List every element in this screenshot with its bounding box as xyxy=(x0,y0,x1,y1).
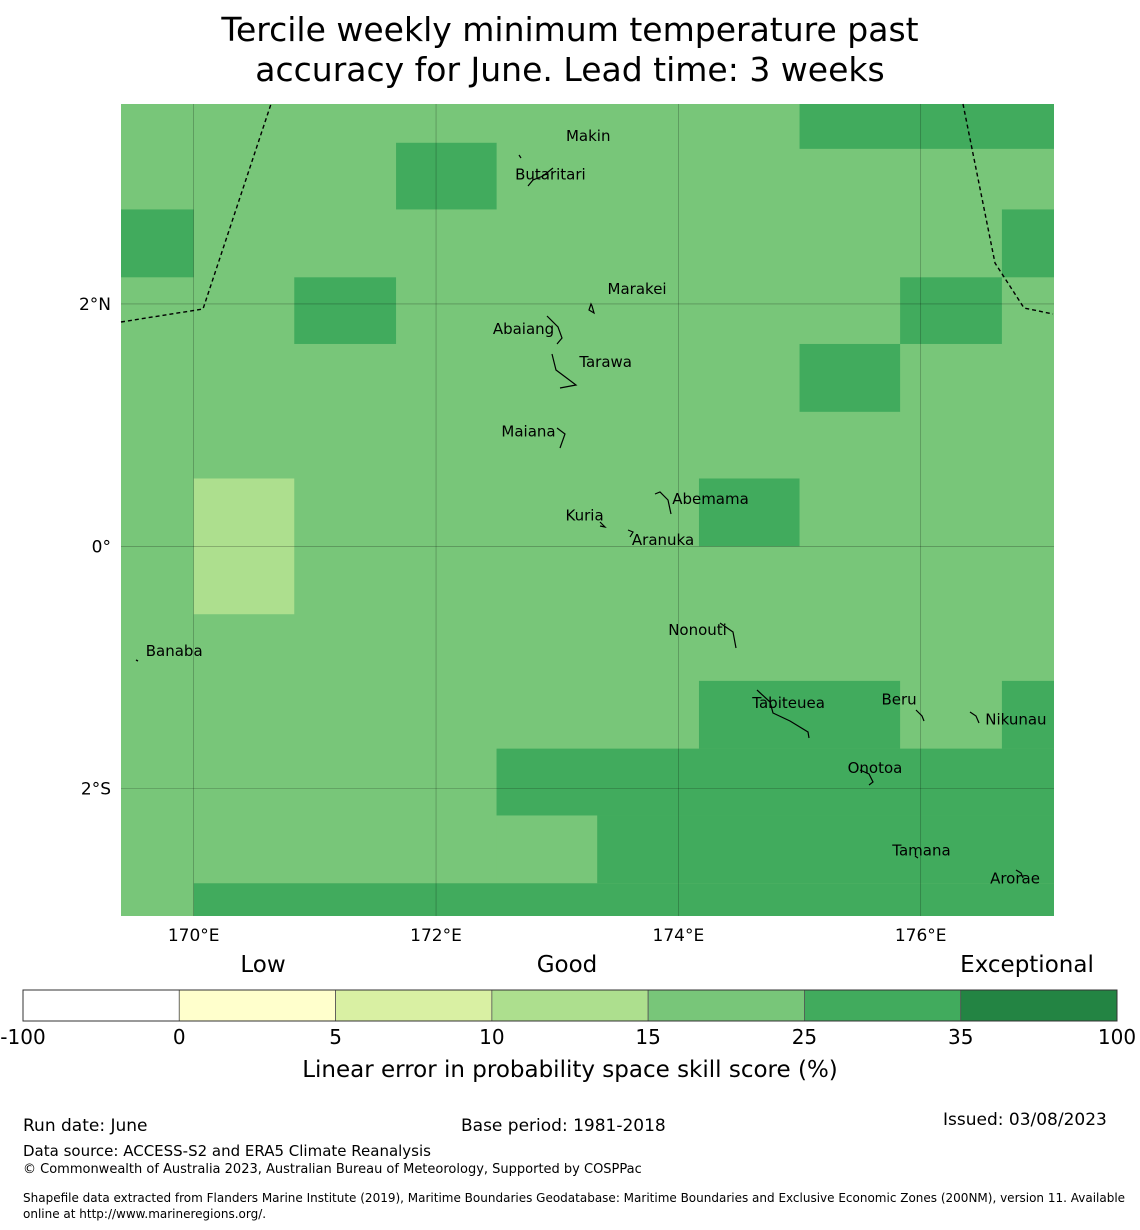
island-outline-tarawa xyxy=(551,353,578,389)
island-outline-banaba xyxy=(135,659,139,662)
map-title: Tercile weekly minimum temperature past … xyxy=(0,10,1140,90)
data-source: Data source: ACCESS-S2 and ERA5 Climate … xyxy=(23,1142,431,1160)
skill-cell xyxy=(496,748,1054,816)
island-outlines xyxy=(135,154,1024,879)
skill-grid-cells xyxy=(121,104,1054,916)
skill-cell xyxy=(193,478,295,615)
island-label-abemama: Abemama xyxy=(672,490,749,508)
issued-date: Issued: 03/08/2023 xyxy=(943,1110,1107,1130)
skill-cell xyxy=(597,815,1054,884)
island-outline-marakei xyxy=(588,302,595,315)
island-label-tarawa: Tarawa xyxy=(578,353,632,371)
colorbar-segment xyxy=(22,989,180,1022)
lon-tick-label: 172°E xyxy=(410,926,462,946)
colorbar-tick-label: 35 xyxy=(948,1025,973,1049)
colorbar-segment xyxy=(178,989,336,1022)
graticule xyxy=(121,104,1054,916)
run-date: Run date: June xyxy=(23,1116,148,1136)
island-outline-tabiteuea xyxy=(756,689,810,739)
island-labels: Makin Butaritari Marakei Abaiang Tarawa Maian… xyxy=(146,127,1047,888)
eez-boundary-west xyxy=(120,103,272,323)
colorbar-tick-label: -100 xyxy=(0,1025,45,1049)
island-label-marakei: Marakei xyxy=(608,280,667,298)
colorbar-category-label: Low xyxy=(240,952,285,978)
island-label-tamana: Tamana xyxy=(891,841,950,859)
island-label-onotoa: Onotoa xyxy=(848,759,903,777)
skill-cell xyxy=(294,277,397,344)
island-outline-makin xyxy=(518,154,522,159)
skill-cell xyxy=(121,209,194,278)
colorbar-tick-label: 25 xyxy=(792,1025,817,1049)
island-outline-abaiang xyxy=(546,315,563,345)
colorbar-segment xyxy=(335,989,493,1022)
colorbar-segment xyxy=(960,989,1118,1022)
colorbar-category-label: Exceptional xyxy=(960,952,1094,978)
skill-cell xyxy=(1001,680,1054,749)
copyright-notice: © Commonwealth of Australia 2023, Austra… xyxy=(23,1162,642,1177)
island-label-butaritari: Butaritari xyxy=(515,166,586,184)
island-outline-abemama xyxy=(654,491,672,515)
island-label-abaiang: Abaiang xyxy=(493,320,554,338)
map-and-legend-canvas: Makin Butaritari Marakei Abaiang Tarawa Maian… xyxy=(0,103,1136,1083)
colorbar-tick-label: 15 xyxy=(635,1025,660,1049)
eez-boundaries xyxy=(120,103,1054,323)
island-outline-arorae xyxy=(1015,869,1024,879)
colorbar-tick-label: 0 xyxy=(173,1025,186,1049)
skill-cell xyxy=(496,815,598,884)
colorbar-segment xyxy=(647,989,805,1022)
colorbar-category-label: Good xyxy=(537,952,598,978)
skill-cell xyxy=(698,478,800,547)
skill-cell xyxy=(799,343,901,412)
skill-cell xyxy=(1001,209,1054,278)
island-label-nikunau: Nikunau xyxy=(985,711,1046,729)
axis-tick-labels: 170°E 172°E 174°E 176°E 2°N 0° 2°S xyxy=(79,295,947,946)
skill-cell xyxy=(900,277,1002,344)
island-label-tabiteuea: Tabiteuea xyxy=(751,694,825,712)
skill-cell xyxy=(799,104,1054,149)
island-outline-onotoa xyxy=(859,769,874,786)
colorbar-outline xyxy=(22,989,1118,1022)
island-label-aranuka: Aranuka xyxy=(632,531,694,549)
island-outline-nonouti xyxy=(719,622,737,649)
island-outline-tamana xyxy=(914,855,919,859)
colorbar-segment xyxy=(491,989,649,1022)
island-outline-maiana xyxy=(556,427,566,449)
island-outline-butaritari xyxy=(527,167,554,187)
island-label-kuria: Kuria xyxy=(566,506,604,524)
lat-tick-label: 0° xyxy=(92,537,111,557)
lon-tick-label: 170°E xyxy=(168,926,220,946)
lat-tick-label: 2°N xyxy=(79,295,111,315)
colorbar-segment xyxy=(804,989,962,1022)
colorbar-tick-label: 5 xyxy=(329,1025,342,1049)
colorbar-axis-label: Linear error in probability space skill … xyxy=(302,1057,838,1083)
lon-tick-label: 176°E xyxy=(895,926,947,946)
skill-cell xyxy=(193,883,1054,916)
island-outline-beru xyxy=(915,709,925,722)
island-label-maiana: Maiana xyxy=(501,423,555,441)
lat-tick-label: 2°S xyxy=(81,780,111,800)
title-line-1: Tercile weekly minimum temperature past xyxy=(221,10,919,49)
island-label-nonouti: Nonouti xyxy=(668,621,727,639)
island-outline-kuria xyxy=(599,521,607,528)
shapefile-credit-line-2: online at http://www.marineregions.org/. xyxy=(23,1207,267,1221)
title-line-2: accuracy for June. Lead time: 3 weeks xyxy=(255,50,885,89)
colorbar-tick-label: 100 xyxy=(1098,1025,1136,1049)
shapefile-credit-line-1: Shapefile data extracted from Flanders M… xyxy=(23,1191,1126,1205)
skill-cell xyxy=(396,142,497,210)
island-outline-aranuka xyxy=(627,529,634,538)
colorbar-tick-label: 10 xyxy=(479,1025,504,1049)
colorbar-legend: -100 0 5 10 15 25 35 100 Low Good Exceptional Linea… xyxy=(0,952,1136,1083)
island-label-makin: Makin xyxy=(566,127,611,145)
island-label-beru: Beru xyxy=(882,691,917,709)
island-label-arorae: Arorae xyxy=(990,870,1040,888)
island-outline-nikunau xyxy=(969,711,980,724)
lon-tick-label: 174°E xyxy=(653,926,705,946)
island-label-banaba: Banaba xyxy=(146,642,203,660)
skill-cell xyxy=(698,680,901,749)
base-period: Base period: 1981-2018 xyxy=(461,1116,666,1136)
